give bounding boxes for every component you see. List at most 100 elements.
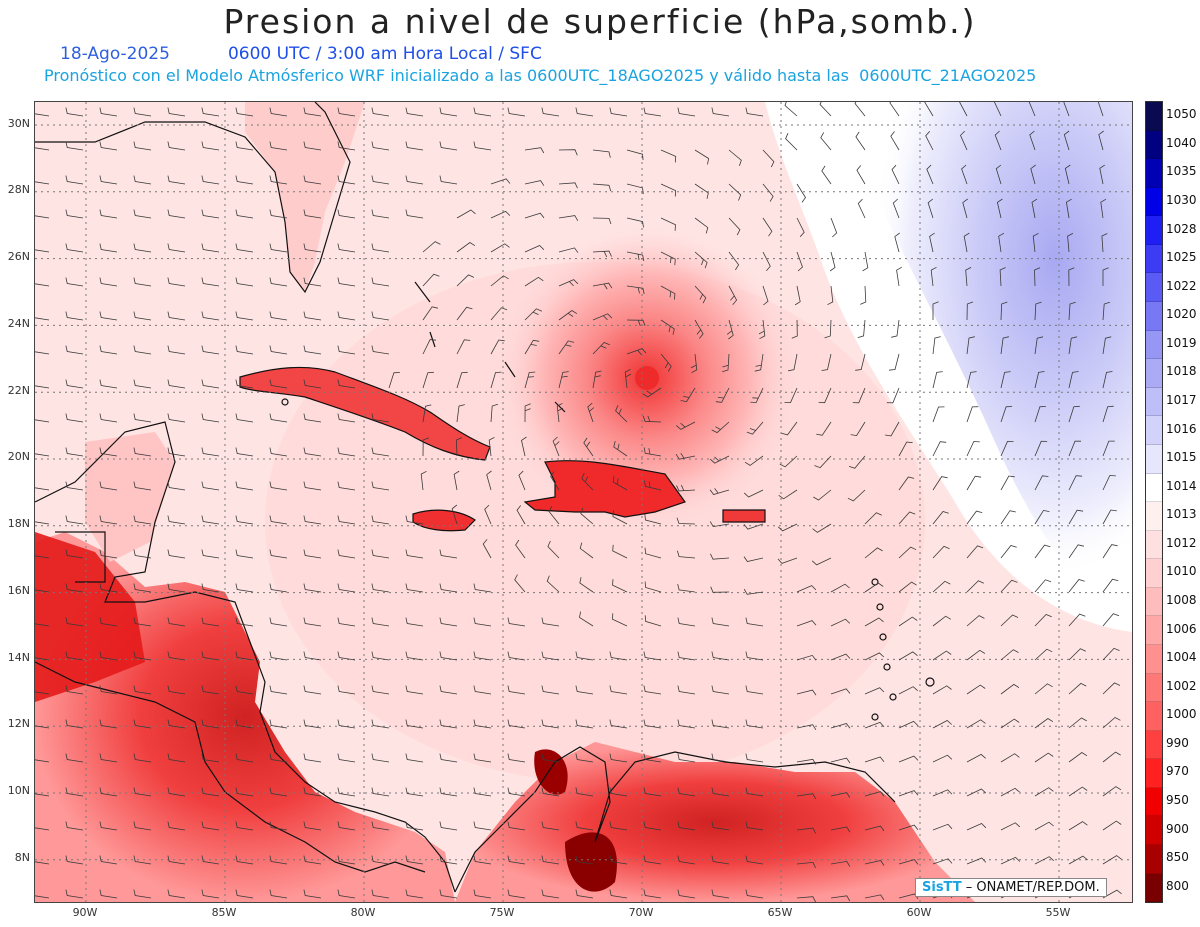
colorbar-label: 1018	[1166, 364, 1197, 379]
wind-barb	[579, 611, 594, 627]
wind-barb	[820, 132, 832, 151]
wind-barb	[541, 889, 560, 899]
wind-barb	[201, 651, 220, 661]
wind-barb	[541, 651, 560, 661]
wind-barb	[133, 821, 152, 831]
wind-barb	[439, 651, 458, 661]
wind-barb	[548, 506, 560, 525]
wind-barb	[624, 368, 632, 389]
wind-barb	[848, 455, 866, 469]
wind-barb	[643, 787, 662, 797]
colorbar-segment	[1146, 187, 1162, 217]
wind-barb	[235, 549, 254, 559]
wind-barb	[609, 787, 628, 797]
colorbar-segment	[1146, 845, 1162, 874]
wind-barb	[830, 895, 851, 902]
wind-barb	[35, 453, 50, 457]
wind-barb	[201, 107, 220, 117]
wind-barb	[269, 481, 288, 491]
wind-barb	[1102, 405, 1114, 423]
wind-barb	[643, 889, 662, 899]
wind-barb	[167, 821, 186, 831]
wind-barb	[1068, 648, 1086, 661]
wind-barb	[303, 549, 322, 559]
wind-barb	[371, 753, 390, 763]
colorbar-segment	[1146, 302, 1162, 331]
wind-barb	[473, 107, 492, 117]
wind-barb	[609, 889, 628, 899]
wind-barb	[1034, 509, 1050, 525]
wind-barb	[235, 719, 254, 729]
wind-barb	[929, 232, 935, 253]
wind-barb	[235, 141, 254, 151]
wind-barb	[587, 402, 595, 423]
wind-barb	[167, 719, 186, 729]
wind-barb	[644, 547, 662, 559]
wind-barb	[675, 452, 696, 460]
wind-barb	[1031, 198, 1038, 219]
wind-barb	[857, 319, 866, 338]
colorbar-segment	[1146, 473, 1162, 503]
wind-barb	[35, 895, 50, 899]
wind-barb	[745, 821, 764, 831]
wind-barb	[490, 178, 511, 185]
wind-barb	[337, 481, 356, 491]
wind-barb	[745, 685, 764, 695]
wind-barb	[962, 198, 968, 219]
colorbar-label: 970	[1166, 764, 1189, 779]
wind-barb	[541, 719, 560, 729]
lon-label-65w: 65W	[767, 906, 793, 919]
wind-barb	[694, 149, 710, 165]
wind-barb	[439, 821, 458, 831]
wind-barb	[303, 481, 322, 491]
wind-barb	[422, 241, 441, 253]
wind-barb	[1034, 301, 1042, 321]
wind-barb	[694, 251, 708, 269]
wind-barb	[1029, 130, 1036, 151]
wind-barb	[558, 215, 579, 221]
wind-barb	[1030, 164, 1036, 185]
wind-barb	[439, 719, 458, 729]
colorbar-segment	[1146, 587, 1162, 617]
wind-barb	[660, 319, 675, 335]
wind-barb	[35, 419, 50, 423]
wind-barb	[133, 787, 152, 797]
colorbar-label: 1002	[1166, 678, 1197, 693]
wind-barb	[422, 339, 437, 355]
wind-barb	[371, 243, 390, 253]
wind-barb	[830, 723, 851, 729]
wind-barb	[660, 285, 676, 300]
colorbar-segment	[1146, 159, 1162, 188]
wind-barb	[1068, 786, 1088, 797]
wind-barb	[235, 481, 254, 491]
wind-barb	[507, 651, 526, 661]
wind-barb	[371, 107, 390, 117]
wind-barb	[371, 141, 390, 151]
wind-barb	[65, 413, 84, 423]
wind-barb	[524, 212, 545, 219]
wind-barb	[65, 719, 84, 729]
wind-barb	[507, 617, 526, 627]
wind-barb	[1063, 102, 1070, 117]
lat-label-16n: 16N	[7, 584, 30, 597]
colorbar-segment	[1146, 644, 1162, 674]
wind-barb	[898, 651, 918, 661]
wind-barb	[507, 719, 526, 729]
wind-barb	[966, 649, 986, 661]
colorbar-segment	[1146, 873, 1162, 903]
wind-barb	[473, 889, 492, 899]
wind-barb	[507, 855, 526, 865]
wind-barb	[337, 685, 356, 695]
wind-barb	[745, 651, 764, 661]
lon-label-60w: 60W	[906, 906, 932, 919]
wind-barb	[524, 403, 531, 423]
wind-barb	[864, 687, 885, 695]
wind-barb	[1068, 579, 1085, 593]
wind-barb	[814, 455, 832, 469]
wind-barb	[791, 319, 798, 339]
wind-barb	[690, 353, 698, 374]
wind-barb	[575, 855, 594, 865]
wind-barb	[303, 617, 322, 627]
wind-barb	[824, 319, 832, 339]
wind-barb	[898, 686, 918, 695]
